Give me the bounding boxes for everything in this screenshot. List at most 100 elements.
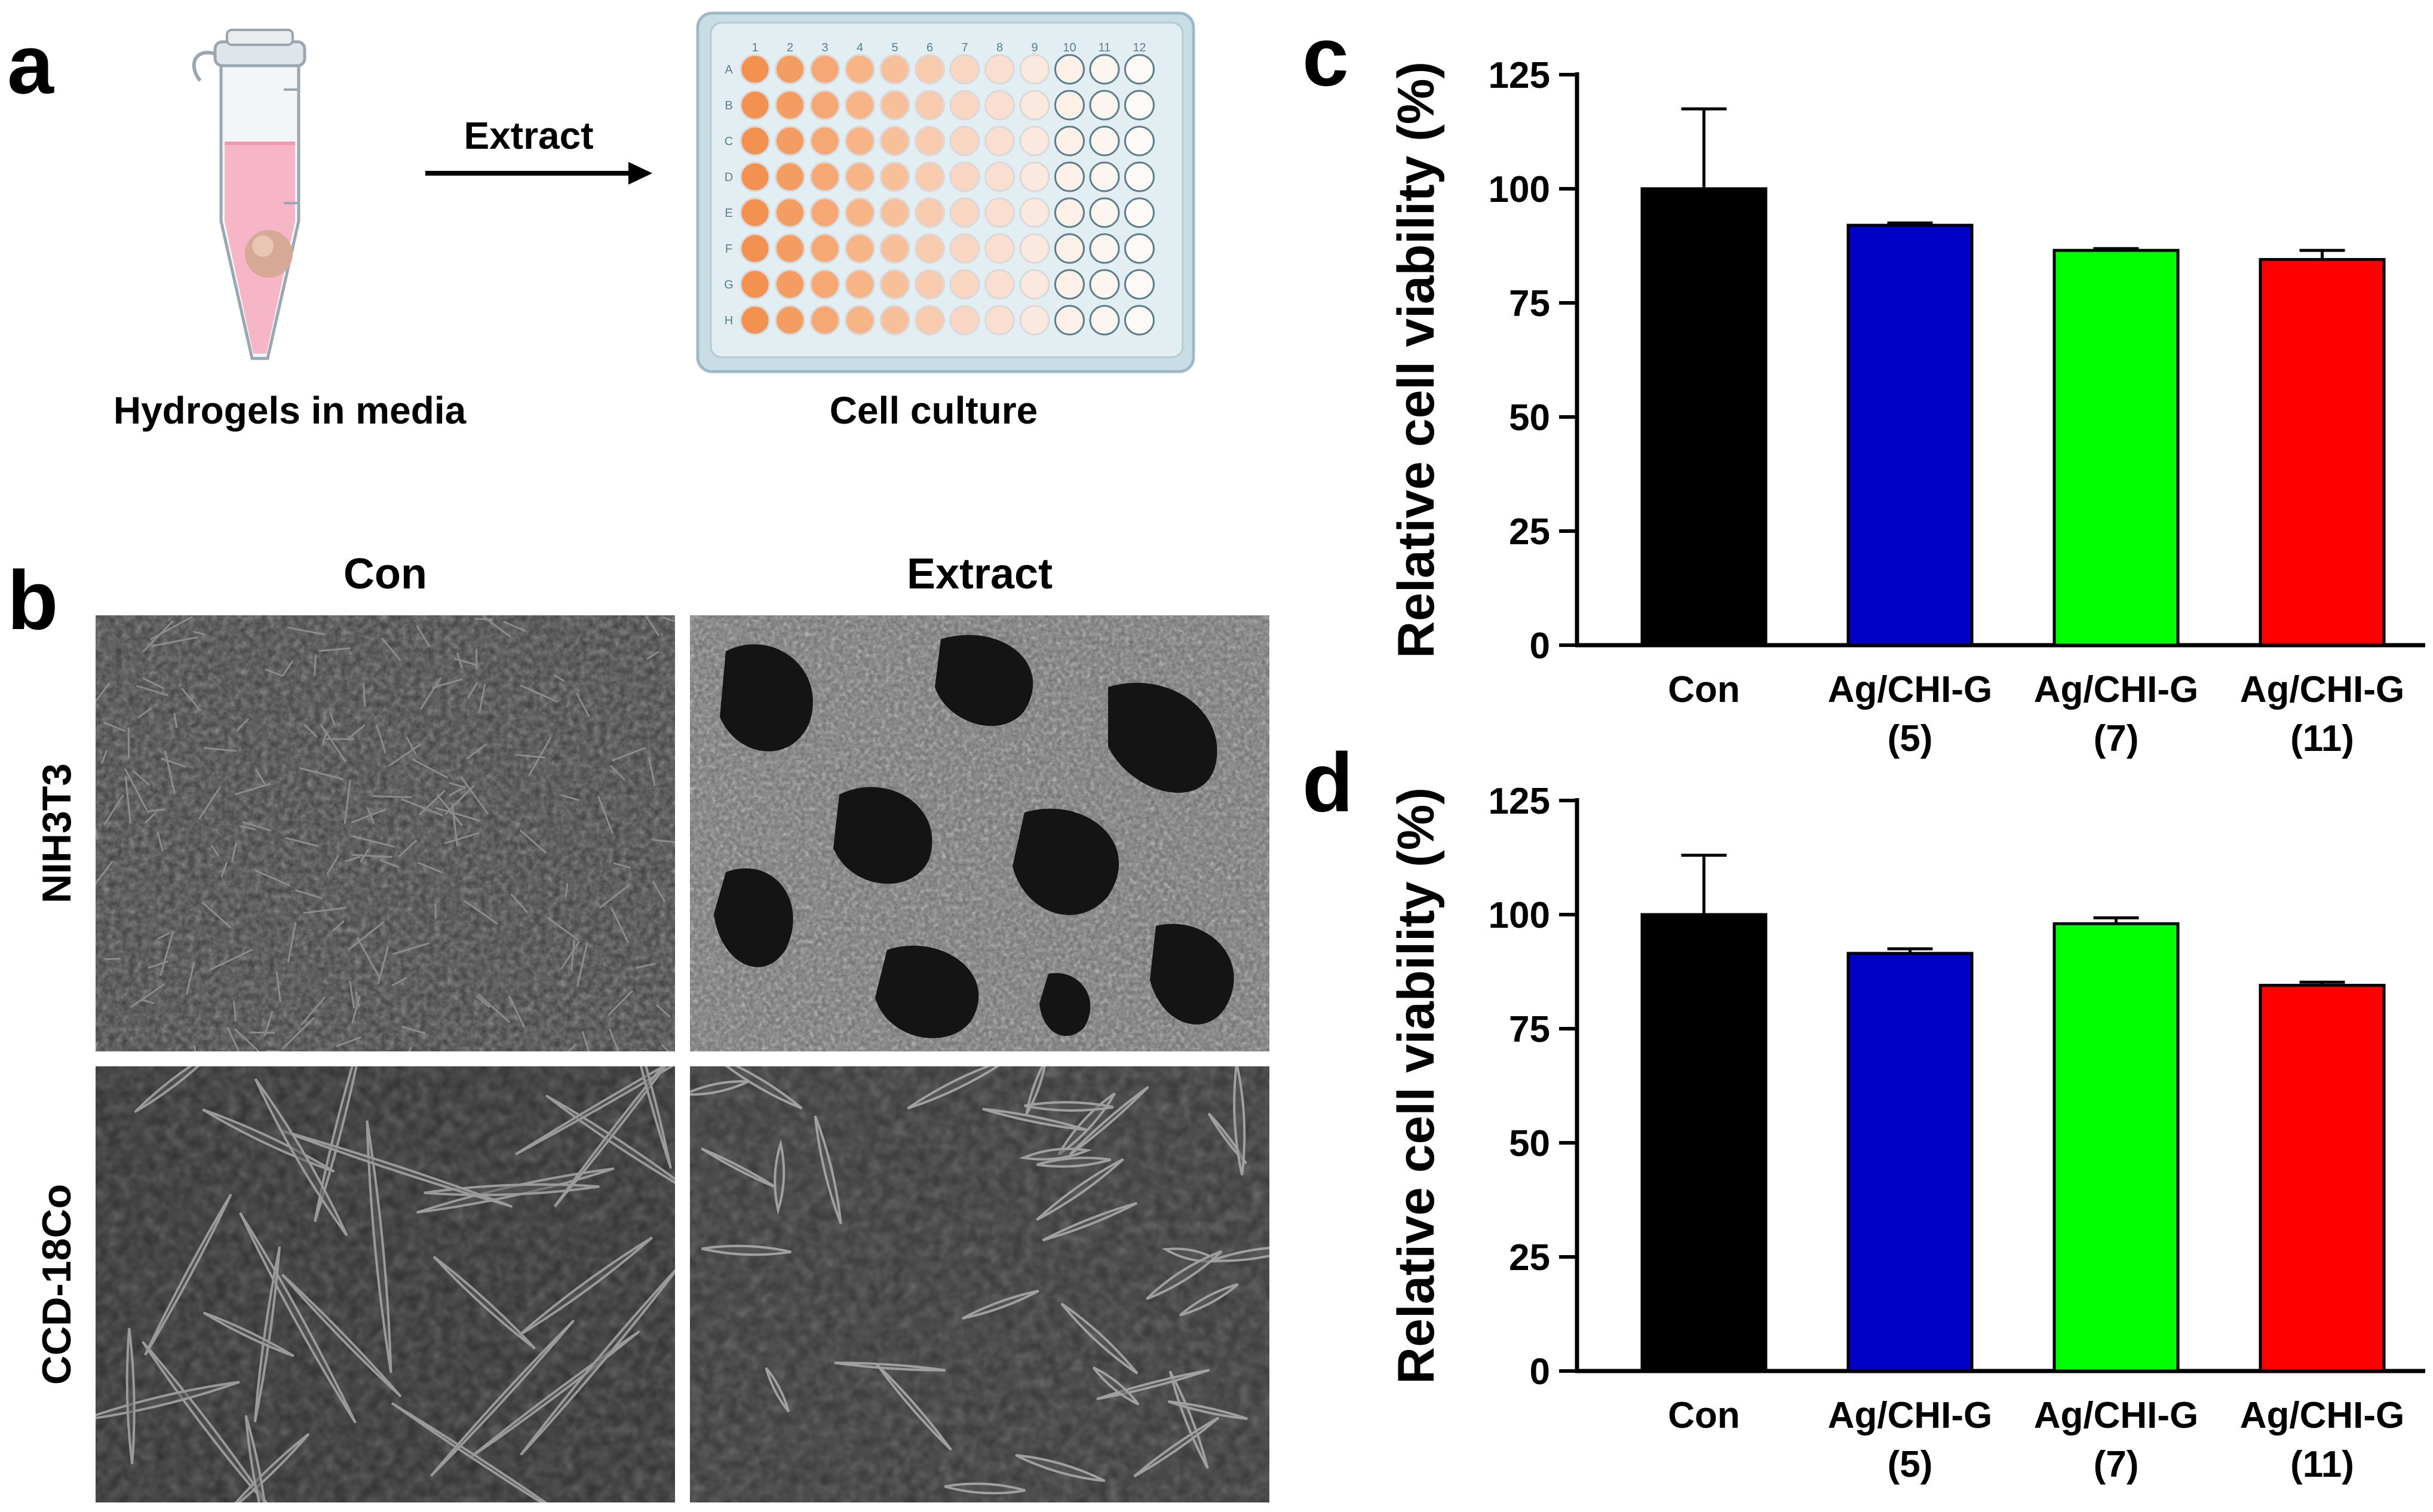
plate-well <box>1054 233 1085 264</box>
plate-well <box>1019 161 1050 192</box>
tube-caption: Hydrogels in media <box>113 389 467 432</box>
plate-well <box>879 269 910 300</box>
plate-well <box>845 125 875 157</box>
bar-d-0 <box>1640 913 1768 1373</box>
plate-well <box>1019 233 1050 264</box>
plate-well <box>915 197 945 228</box>
plate-column-label: 3 <box>821 41 828 54</box>
y-tick-label: 125 <box>1489 55 1550 96</box>
right-arrow-icon <box>425 162 652 185</box>
plate-row-label: H <box>725 314 733 327</box>
plate-well <box>1124 161 1155 192</box>
plate-well <box>1089 161 1120 192</box>
microcentrifuge-tube-icon <box>192 29 306 360</box>
plate-well <box>1019 90 1050 121</box>
plate-column-label: 7 <box>961 41 968 54</box>
x-tick-label: (11) <box>2290 718 2354 759</box>
plate-well <box>1054 90 1085 121</box>
plate-well <box>879 197 910 228</box>
row-label-ccd18co: CCD-18Co <box>34 1183 79 1385</box>
micrograph-ccd18co-extract <box>690 1066 1269 1502</box>
plate-well <box>1089 233 1120 264</box>
plate-well <box>775 161 805 192</box>
plate-column-label: 1 <box>751 41 758 54</box>
y-tick-label: 0 <box>1530 625 1550 667</box>
bar-c-1 <box>1846 223 1974 647</box>
y-tick-label: 100 <box>1489 895 1550 936</box>
plate-well <box>1124 269 1155 300</box>
plate-well <box>915 125 945 157</box>
plate-well <box>879 90 910 121</box>
plate-well <box>984 125 1015 157</box>
arrow-label: Extract <box>464 114 594 157</box>
plate-well <box>845 305 875 336</box>
bar-c-3 <box>2259 257 2386 647</box>
plate-well <box>845 233 875 264</box>
plate-well <box>845 197 875 228</box>
y-tick-label: 50 <box>1509 1123 1550 1164</box>
plate-well <box>1089 125 1120 157</box>
plate-well <box>984 305 1015 336</box>
plate-well <box>1019 125 1050 157</box>
y-tick-label: 50 <box>1509 397 1550 438</box>
plate-well <box>809 197 840 228</box>
x-tick-label: (5) <box>1888 1444 1933 1485</box>
y-axis-label: Relative cell viability (%) <box>1388 787 1445 1384</box>
plate-well <box>1054 125 1085 157</box>
plate-well <box>1089 305 1120 336</box>
plate-column-label: 10 <box>1063 41 1076 54</box>
y-tick-label: 75 <box>1509 1009 1550 1050</box>
plate-well <box>740 233 771 264</box>
plate-well <box>775 125 805 157</box>
plate-well <box>879 305 910 336</box>
plate-well <box>1019 54 1050 85</box>
col-header-extract: Extract <box>906 550 1053 598</box>
plate-well <box>949 161 980 192</box>
plate-row-label: G <box>724 278 734 292</box>
plate-well <box>775 305 805 336</box>
plate-well <box>775 269 805 300</box>
plate-row-label: D <box>725 171 733 184</box>
plate-row-label: B <box>725 99 732 112</box>
plate-well <box>775 233 805 264</box>
plate-column-label: 5 <box>891 41 898 54</box>
plate-well <box>1124 197 1155 228</box>
panel-letter-a: a <box>7 17 54 111</box>
plate-well <box>1054 197 1085 228</box>
bar-c-2 <box>2052 249 2180 647</box>
plate-column-label: 4 <box>857 41 863 54</box>
plate-well <box>1054 305 1085 336</box>
plate-well <box>1019 197 1050 228</box>
plate-column-label: 12 <box>1133 41 1146 54</box>
col-header-con: Con <box>343 550 427 598</box>
plate-row-label: C <box>725 135 733 148</box>
plate-well <box>915 269 945 300</box>
x-tick-label: Ag/CHI-G <box>2240 669 2405 710</box>
plate-well <box>740 54 771 85</box>
plate-well <box>740 305 771 336</box>
bar-d-1 <box>1846 952 1974 1373</box>
bar-d-3 <box>2259 983 2386 1373</box>
plate-well <box>845 269 875 300</box>
plate-well <box>949 54 980 85</box>
plate-well <box>879 125 910 157</box>
plate-column-label: 9 <box>1031 41 1038 54</box>
plate-row-label: F <box>725 243 732 256</box>
plate-well <box>984 90 1015 121</box>
plate-well <box>1019 269 1050 300</box>
row-label-nih3t3: NIH3T3 <box>34 763 79 904</box>
y-axis-label: Relative cell viability (%) <box>1388 62 1445 658</box>
plate-well <box>740 197 771 228</box>
plate-well <box>809 305 840 336</box>
x-tick-label: Ag/CHI-G <box>1828 1395 1993 1436</box>
plate-well <box>775 197 805 228</box>
plate-well <box>1054 269 1085 300</box>
plate-column-label: 8 <box>996 41 1003 54</box>
plate-well <box>809 233 840 264</box>
plate-well <box>1124 125 1155 157</box>
plate-well <box>915 161 945 192</box>
plate-well <box>1089 197 1120 228</box>
x-tick-label: (11) <box>2290 1444 2354 1485</box>
plate-well <box>740 161 771 192</box>
